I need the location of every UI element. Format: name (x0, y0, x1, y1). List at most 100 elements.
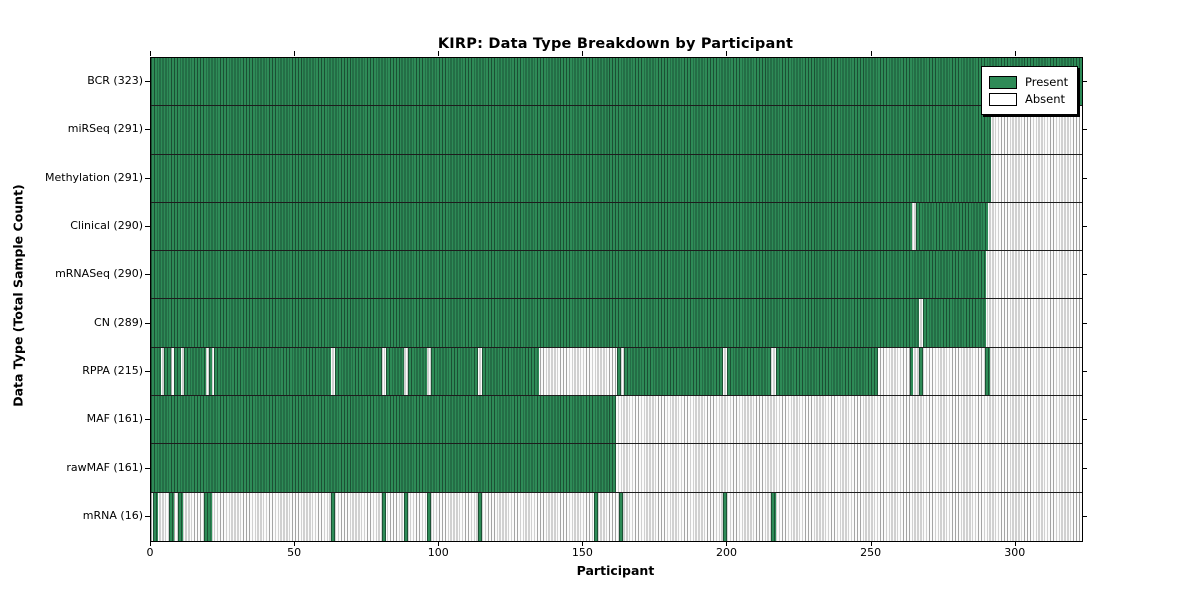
present-segment (618, 492, 623, 541)
present-segment (153, 492, 158, 541)
present-segment (775, 347, 878, 396)
present-segment (151, 396, 616, 444)
present-segment (214, 347, 331, 396)
present-segment (151, 299, 920, 347)
y-axis-label: Data Type (Total Sample Count) (10, 184, 26, 407)
present-segment (163, 347, 172, 396)
x-tick (582, 51, 584, 56)
y-tick (1082, 226, 1087, 228)
x-tick-label: 200 (715, 546, 737, 559)
x-tick (150, 51, 151, 56)
present-segment (330, 492, 335, 541)
y-tick (145, 419, 150, 421)
present-segment (771, 492, 776, 541)
present-segment (177, 492, 183, 541)
y-tick (145, 370, 150, 372)
present-segment (431, 347, 479, 396)
x-tick (438, 51, 440, 56)
present-segment (408, 347, 428, 396)
present-segment (151, 106, 991, 154)
legend-item-absent: Absent (989, 92, 1068, 106)
y-tick (1082, 274, 1087, 276)
legend-label-present: Present (1025, 75, 1069, 89)
row-Clinical (151, 202, 1082, 252)
x-tick (150, 541, 151, 546)
row-label-BCR: BCR (323) (87, 74, 143, 88)
row-MAF (151, 396, 1082, 445)
present-segment (184, 347, 207, 396)
legend-label-absent: Absent (1025, 92, 1066, 106)
plot-area (150, 57, 1083, 542)
x-tick (294, 51, 296, 56)
y-tick (1082, 515, 1087, 517)
present-segment (923, 299, 987, 347)
legend-swatch-present-icon (989, 75, 1017, 89)
x-tick (726, 51, 728, 56)
row-mRNA (151, 492, 1082, 541)
row-label-mRNA: mRNA (16) (82, 508, 143, 522)
x-tick (870, 51, 872, 56)
row-label-miRSeq: miRSeq (291) (67, 122, 143, 136)
present-segment (984, 347, 990, 396)
x-tick (438, 541, 440, 546)
row-rawMAF (151, 444, 1082, 493)
y-tick (1082, 419, 1087, 421)
y-tick (1082, 81, 1087, 83)
present-segment (334, 347, 383, 396)
present-segment (204, 492, 212, 541)
present-segment (427, 492, 432, 541)
x-tick-label: 0 (146, 546, 154, 559)
y-tick (1082, 467, 1087, 469)
present-segment (382, 492, 387, 541)
row-label-Clinical: Clinical (290) (70, 219, 143, 233)
x-tick-label: 300 (1004, 546, 1026, 559)
chart-title: KIRP: Data Type Breakdown by Participant (437, 36, 794, 52)
present-segment (386, 347, 405, 396)
y-tick (1082, 129, 1087, 131)
present-segment (478, 492, 483, 541)
present-segment (727, 347, 772, 396)
x-axis-label: Participant (576, 563, 655, 578)
present-segment (404, 492, 409, 541)
y-tick (145, 274, 150, 276)
row-label-RPPA: RPPA (215) (82, 363, 143, 377)
present-segment (151, 347, 162, 396)
present-segment (482, 347, 540, 396)
present-segment (723, 492, 728, 541)
row-Methylation (151, 154, 1082, 203)
x-tick-label: 250 (860, 546, 882, 559)
present-segment (151, 154, 991, 202)
x-tick-label: 50 (287, 546, 302, 559)
row-CN (151, 299, 1082, 348)
present-segment (151, 251, 987, 299)
present-segment (593, 492, 598, 541)
y-tick (1082, 177, 1087, 179)
x-tick (294, 541, 296, 546)
present-segment (151, 202, 912, 251)
present-segment (617, 347, 621, 396)
x-tick (726, 541, 728, 546)
row-label-MAF: MAF (161) (86, 412, 143, 426)
x-tick-label: 100 (427, 546, 449, 559)
present-segment (918, 347, 923, 396)
y-tick (145, 467, 150, 469)
x-tick-label: 150 (571, 546, 593, 559)
row-label-CN: CN (289) (94, 315, 143, 329)
y-tick (1082, 322, 1087, 324)
y-tick (145, 226, 150, 228)
y-tick (145, 81, 150, 83)
present-segment (624, 347, 724, 396)
y-tick (145, 129, 150, 131)
y-tick (145, 322, 150, 324)
present-segment (915, 202, 989, 251)
row-label-mRNASeq: mRNASeq (290) (55, 267, 143, 281)
row-miRSeq (151, 106, 1082, 155)
present-segment (209, 347, 212, 396)
row-RPPA (151, 347, 1082, 397)
x-tick (1014, 541, 1016, 546)
present-segment (174, 347, 182, 396)
row-BCR (151, 58, 1082, 107)
y-tick (1082, 370, 1087, 372)
present-segment (909, 347, 914, 396)
legend: Present Absent (981, 66, 1079, 115)
